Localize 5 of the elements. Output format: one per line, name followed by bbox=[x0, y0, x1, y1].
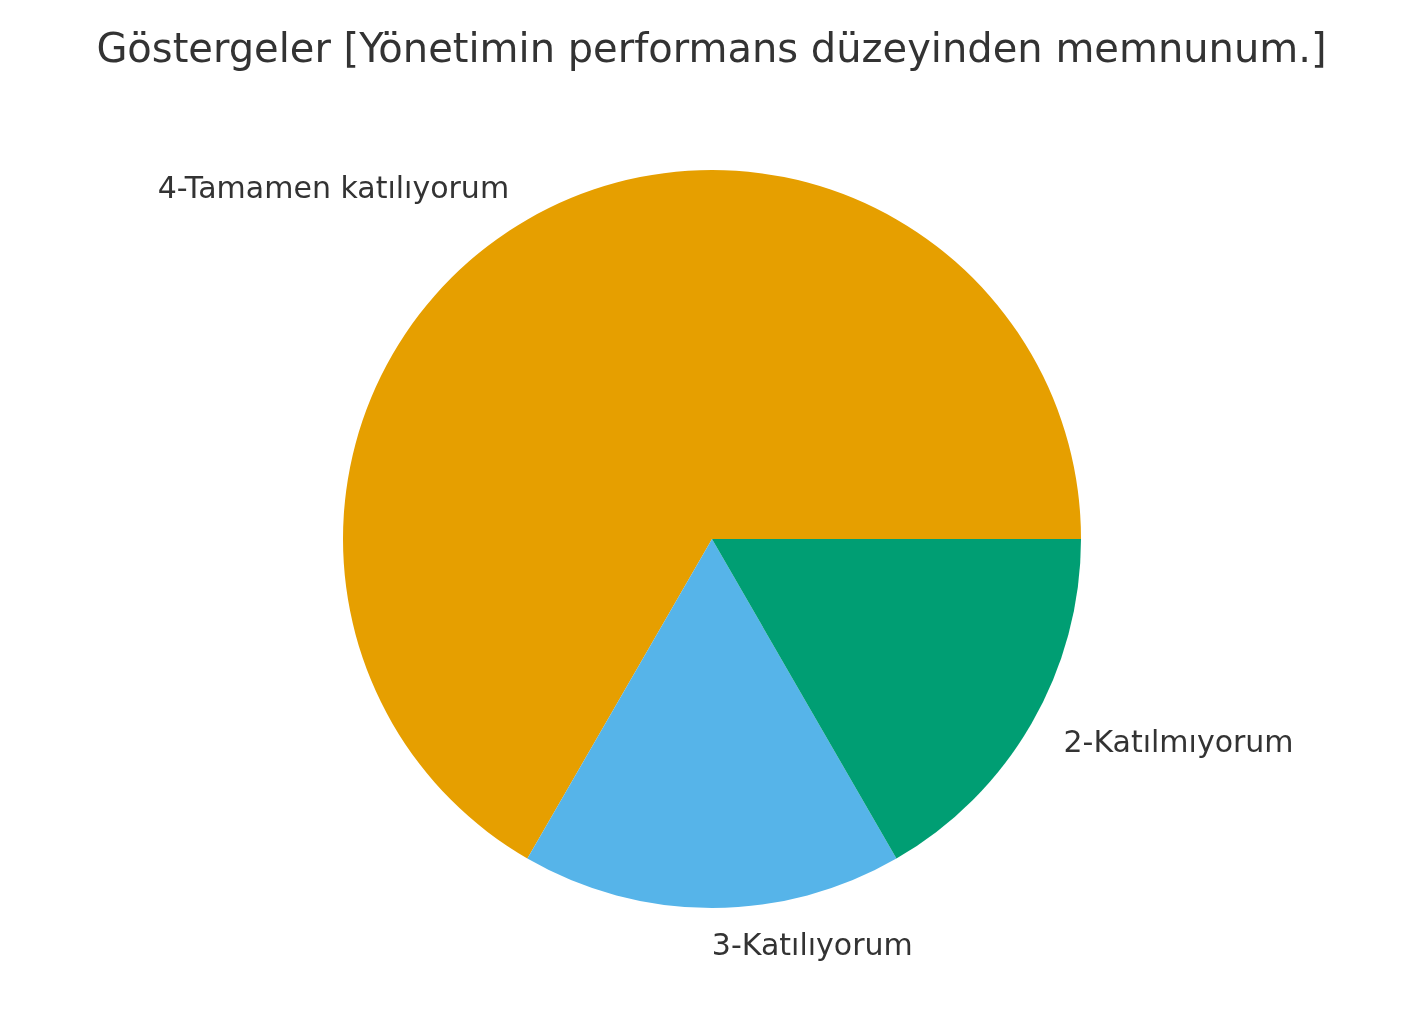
slice-label: 3-Katılıyorum bbox=[711, 927, 913, 963]
slice-label: 2-Katılmıyorum bbox=[1063, 724, 1294, 760]
pie-slice bbox=[527, 539, 897, 908]
chart-title: Göstergeler [Yönetimin performans düzeyinden memnunum.] bbox=[96, 25, 1327, 71]
slice-label: 4-Tamamen katılıyorum bbox=[157, 169, 510, 205]
